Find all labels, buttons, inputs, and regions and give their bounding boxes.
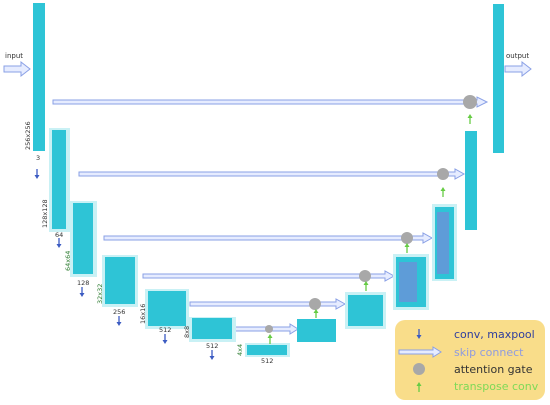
decoder: [297, 4, 504, 342]
up-arrow-5: [440, 187, 446, 197]
output-arrow: [504, 60, 532, 78]
label-size-4: 4x4: [236, 344, 244, 356]
legend-conv-icon: [416, 329, 422, 339]
label-channels-256: 256: [113, 308, 125, 316]
attention-gate-level3: [401, 232, 413, 244]
down-arrow-2: [56, 238, 62, 248]
label-channels-512c: 512: [261, 357, 273, 365]
encoder-block-8: [192, 318, 232, 339]
decoder-block-8: [297, 319, 336, 342]
up-arrow-4: [404, 243, 410, 253]
bottleneck-block: [247, 345, 287, 355]
up-arrow-1: [267, 334, 273, 344]
decoder-block-256: [493, 4, 504, 153]
input-label: input: [5, 52, 23, 60]
legend: conv, maxpool skip connect attention gat…: [395, 320, 545, 400]
down-arrow-3: [79, 287, 85, 297]
attention-gate-level1: [463, 95, 477, 109]
attention-gate-level5: [309, 298, 321, 310]
legend-attention-icon: [413, 363, 425, 375]
legend-attention-label: attention gate: [454, 363, 533, 376]
label-size-64: 64x64: [64, 251, 72, 271]
legend-conv-label: conv, maxpool: [454, 328, 535, 341]
up-arrows: [267, 114, 473, 344]
skip-connection-level1: [52, 96, 489, 108]
encoder-block-128: [52, 130, 66, 229]
skip-connection-level3: [103, 232, 434, 244]
label-channels-3: 3: [36, 154, 40, 162]
attention-gate-level4: [359, 270, 371, 282]
label-size-16: 16x16: [139, 304, 147, 324]
encoder-block-16: [148, 291, 186, 326]
decoder-block-32-inner: [399, 262, 417, 302]
label-channels-512a: 512: [159, 326, 171, 334]
skip-connection-level5: [189, 298, 347, 310]
legend-transpose-icon: [416, 382, 422, 392]
legend-box: [395, 320, 545, 400]
label-channels-128: 128: [77, 279, 89, 287]
down-arrow-5: [162, 334, 168, 344]
down-arrow-6: [209, 350, 215, 360]
label-size-8: 8x8: [183, 326, 191, 338]
encoder: [33, 3, 290, 357]
encoder-block-32: [105, 257, 135, 304]
size-labels: 256x256 3 128x128 64 64x64 128 32x32 256…: [24, 121, 273, 365]
encoder-block-64: [73, 203, 93, 274]
decoder-block-64-inner: [437, 212, 449, 274]
encoder-block-256: [33, 3, 45, 151]
legend-skip-icon: [398, 346, 442, 358]
skip-connection-level4: [142, 270, 396, 282]
attention-gate-level6: [265, 325, 273, 333]
up-arrow-3: [363, 281, 369, 291]
label-size-256: 256x256: [24, 121, 32, 150]
attention-gate-level2: [437, 168, 449, 180]
decoder-block-128: [465, 131, 477, 230]
up-arrow-6: [467, 114, 473, 124]
attention-gates: [265, 95, 477, 333]
down-arrows: [34, 169, 215, 360]
output-label: output: [506, 52, 529, 60]
skip-connections: [52, 96, 489, 335]
label-size-128: 128x128: [41, 199, 49, 228]
label-channels-64: 64: [55, 231, 63, 239]
input-arrow: [3, 60, 31, 78]
legend-transpose-label: transpose conv: [454, 380, 539, 393]
skip-connection-level2: [78, 168, 466, 180]
legend-skip-label: skip connect: [454, 346, 524, 359]
label-channels-512b: 512: [206, 342, 218, 350]
up-arrow-2: [313, 309, 319, 318]
label-size-32: 32x32: [96, 284, 104, 304]
down-arrow-4: [116, 316, 122, 326]
decoder-block-16: [348, 295, 383, 326]
down-arrow-1: [34, 169, 40, 179]
